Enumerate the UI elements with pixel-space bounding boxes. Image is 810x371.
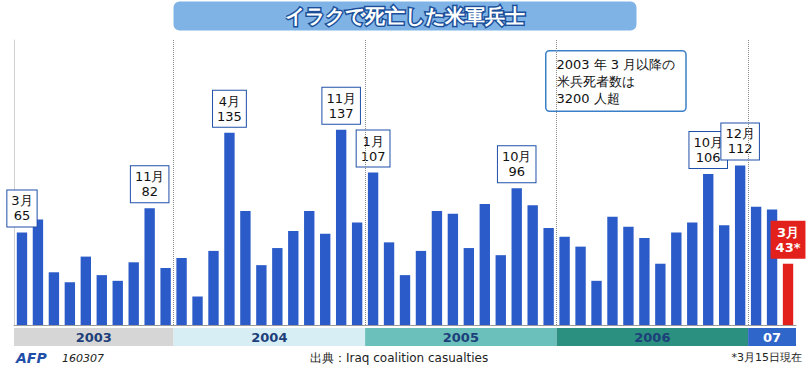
svg-text:AFP: AFP bbox=[15, 350, 47, 366]
svg-text:12月: 12月 bbox=[725, 126, 755, 141]
svg-text:2003: 2003 bbox=[76, 330, 112, 345]
svg-text:2005: 2005 bbox=[443, 330, 479, 345]
svg-text:4月: 4月 bbox=[219, 94, 240, 109]
svg-text:106: 106 bbox=[696, 150, 721, 165]
svg-text:10月: 10月 bbox=[502, 149, 532, 164]
svg-text:2004: 2004 bbox=[251, 330, 287, 345]
svg-text:43*: 43* bbox=[776, 240, 801, 255]
svg-text:*3月15日現在: *3月15日現在 bbox=[732, 351, 803, 364]
svg-text:10月: 10月 bbox=[693, 135, 723, 150]
svg-text:米兵死者数は: 米兵死者数は bbox=[557, 74, 635, 89]
svg-text:2003 年 3 月以降の: 2003 年 3 月以降の bbox=[557, 57, 676, 72]
svg-text:112: 112 bbox=[727, 141, 753, 157]
svg-text:11月: 11月 bbox=[326, 91, 356, 106]
svg-text:3月: 3月 bbox=[11, 193, 32, 208]
svg-text:96: 96 bbox=[508, 164, 525, 179]
svg-text:07: 07 bbox=[763, 330, 781, 345]
svg-text:11月: 11月 bbox=[135, 169, 165, 184]
svg-text:1月: 1月 bbox=[362, 133, 384, 149]
svg-text:137: 137 bbox=[329, 106, 354, 121]
svg-text:82: 82 bbox=[141, 184, 158, 199]
svg-text:65: 65 bbox=[14, 208, 31, 223]
svg-text:107: 107 bbox=[361, 149, 386, 164]
svg-text:出典：Iraq coalition casualties: 出典：Iraq coalition casualties bbox=[310, 351, 488, 365]
svg-text:2006: 2006 bbox=[634, 330, 670, 345]
svg-text:3月: 3月 bbox=[777, 225, 799, 240]
svg-text:135: 135 bbox=[217, 109, 242, 124]
svg-text:イラクで死亡した米軍兵士: イラクで死亡した米軍兵士 bbox=[285, 4, 525, 28]
svg-text:160307: 160307 bbox=[62, 352, 104, 365]
svg-text:3200 人超: 3200 人超 bbox=[557, 91, 620, 106]
